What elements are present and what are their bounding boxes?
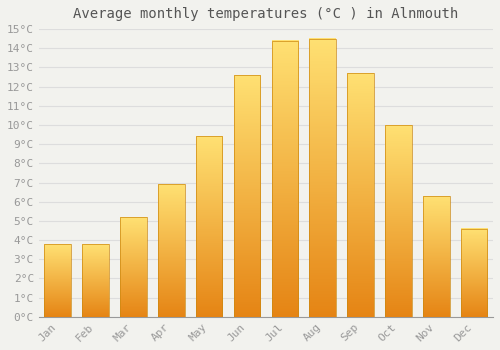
Bar <box>423 196 450 317</box>
Bar <box>272 41 298 317</box>
Bar <box>310 38 336 317</box>
Bar <box>385 125 411 317</box>
Title: Average monthly temperatures (°C ) in Alnmouth: Average monthly temperatures (°C ) in Al… <box>74 7 458 21</box>
Bar <box>234 75 260 317</box>
Bar <box>44 244 71 317</box>
Bar <box>461 229 487 317</box>
Bar <box>196 136 222 317</box>
Bar <box>348 73 374 317</box>
Bar <box>82 244 109 317</box>
Bar <box>120 217 146 317</box>
Bar <box>158 184 184 317</box>
